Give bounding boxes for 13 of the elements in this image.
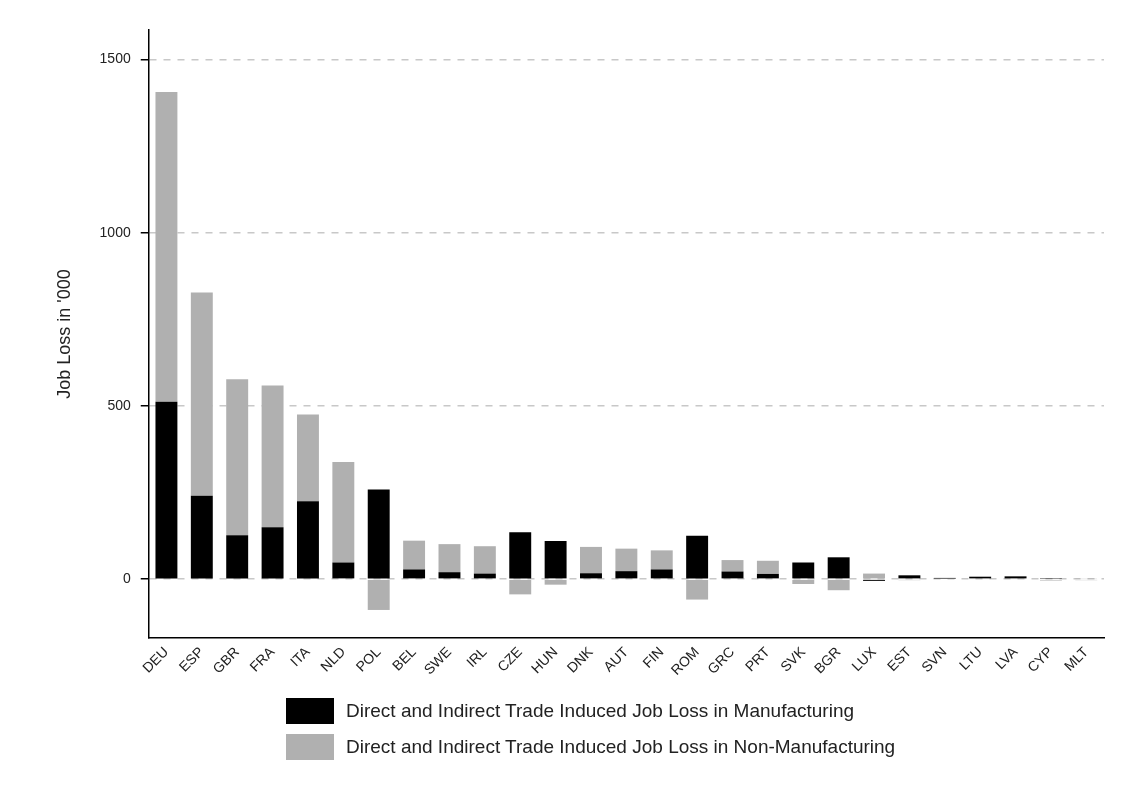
y-tick-label: 0	[122, 569, 131, 586]
y-tick-label: 1500	[99, 50, 131, 67]
legend-label: Direct and Indirect Trade Induced Job Loss in Manufacturing	[346, 700, 855, 722]
legend-label: Direct and Indirect Trade Induced Job Loss in Non-Manufacturing	[346, 736, 896, 758]
x-tick-label: IRL	[462, 643, 490, 671]
y-axis-title: Job Loss in '000	[53, 269, 74, 399]
x-tick-label: POL	[352, 643, 384, 675]
x-tick-label: LVA	[991, 643, 1021, 673]
x-tick-label: BEL	[388, 643, 420, 674]
x-tick-label: ITA	[286, 643, 314, 670]
y-tick-label: 500	[107, 396, 131, 413]
y-tick-label: 1000	[99, 223, 131, 240]
x-tick-label: FIN	[639, 643, 667, 671]
